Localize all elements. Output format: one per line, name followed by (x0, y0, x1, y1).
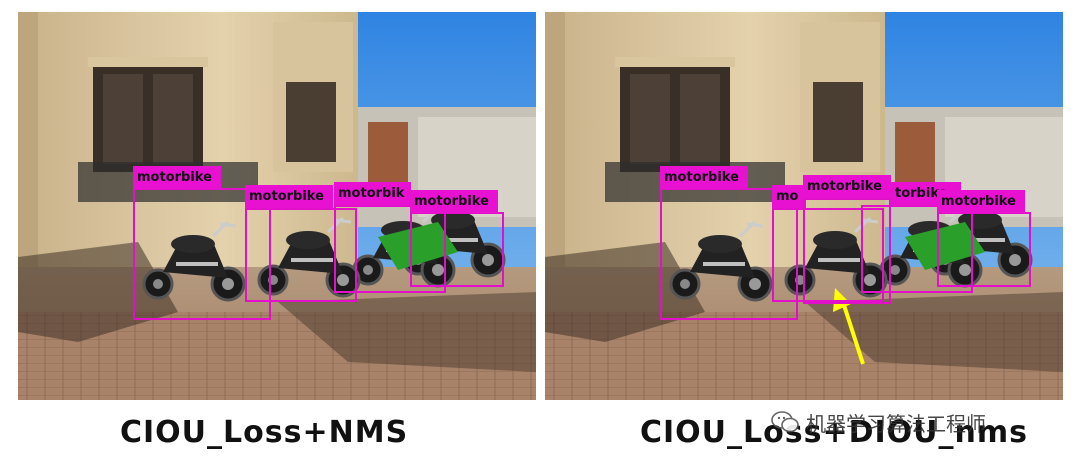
watermark: 机器学习算法工程师 (770, 402, 986, 442)
detection-label: motorbike (133, 166, 221, 189)
right-detection-panel: motorbike mo motorbike torbike motorbike (545, 12, 1063, 400)
detection-box (772, 208, 884, 302)
detection-box (133, 188, 271, 320)
detection-label: motorbike (245, 185, 333, 208)
detection-label: motorbike (937, 190, 1025, 213)
right-caption: CIOU_Loss+DIOU_nms (640, 415, 1029, 450)
detection-label: motorbike (660, 166, 748, 189)
left-caption: CIOU_Loss+NMS (120, 415, 409, 450)
detection-label: motorbike (803, 175, 891, 198)
arrow-icon (841, 301, 865, 365)
detection-box (861, 205, 973, 293)
detection-box (937, 212, 1031, 287)
left-detection-panel: motorbike motorbike motorbik motorbike (18, 12, 536, 400)
detection-box (660, 188, 798, 320)
detection-label: mo (772, 185, 806, 208)
street-scene-image (18, 12, 536, 400)
detection-box (245, 208, 357, 302)
detection-label: motorbik (334, 182, 411, 205)
wechat-icon (771, 411, 799, 433)
watermark-text: 机器学习算法工程师 (806, 411, 986, 436)
detection-box (334, 205, 446, 293)
detection-label: motorbike (410, 190, 498, 213)
detection-box (410, 212, 504, 287)
detection-box (803, 198, 891, 304)
